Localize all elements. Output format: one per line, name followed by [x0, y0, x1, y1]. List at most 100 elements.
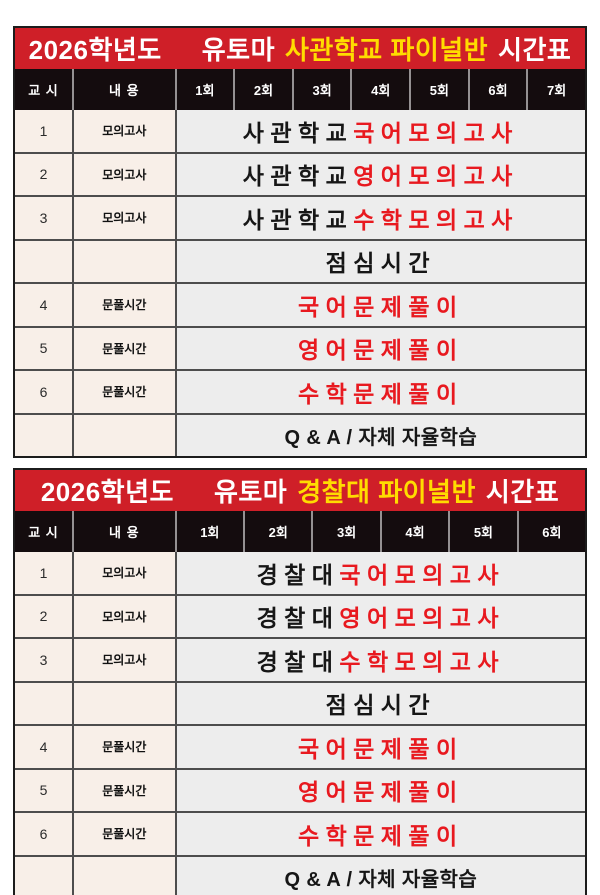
- title-brand: 유토마: [201, 35, 275, 65]
- content-cell: 영어문제풀이: [174, 769, 585, 811]
- timetable-gyeongchal: 2026학년도 유토마 경찰대 파이널반 시간표 교 시 내 용 1회 2회 3…: [13, 468, 587, 895]
- column-header-row: 교 시 내 용 1회 2회 3회 4회 5회 6회: [15, 511, 585, 552]
- period-cell: 3: [15, 639, 72, 681]
- col-header-session-3: 3회: [291, 69, 351, 110]
- table-row-lunch: 점심시간: [15, 238, 585, 282]
- table-row: 3 모의고사 경찰대 수학모의고사: [15, 637, 585, 681]
- title-bar-gyeongchal: 2026학년도 유토마 경찰대 파이널반 시간표: [15, 470, 585, 511]
- table-row: 2 모의고사 사관학교 영어모의고사: [15, 151, 585, 195]
- column-header-row: 교 시 내 용 1회 2회 3회 4회 5회 6회 7회: [15, 69, 585, 110]
- col-header-content: 내 용: [72, 69, 175, 110]
- col-header-session-1: 1회: [174, 69, 234, 110]
- content-cell: 점심시간: [174, 682, 585, 724]
- period-cell: 6: [15, 813, 72, 855]
- period-cell: 1: [15, 110, 72, 152]
- content-cell: 점심시간: [174, 240, 585, 282]
- category-cell: 문풀시간: [72, 327, 175, 369]
- col-header-content: 내 용: [72, 511, 175, 552]
- category-cell: 문풀시간: [72, 726, 175, 768]
- content-text-black: 사관학교: [242, 163, 354, 190]
- category-cell: 문풀시간: [72, 813, 175, 855]
- period-cell: 2: [15, 153, 72, 195]
- content-text-red: 수학문제풀이: [297, 822, 464, 849]
- period-cell: 5: [15, 769, 72, 811]
- content-text-red: 영어문제풀이: [297, 337, 464, 364]
- content-text-red: 영어모의고사: [353, 163, 519, 190]
- period-cell: 6: [15, 371, 72, 413]
- title-year: 2026학년도: [28, 35, 162, 65]
- period-cell: 5: [15, 327, 72, 369]
- content-cell: Q & A / 자체 자율학습: [174, 856, 585, 895]
- period-cell: 4: [15, 284, 72, 326]
- table-row: 5 문풀시간 영어문제풀이: [15, 767, 585, 811]
- timetable-sagwan: 2026학년도 유토마 사관학교 파이널반 시간표 교 시 내 용 1회 2회 …: [13, 26, 587, 458]
- category-cell: 모의고사: [72, 110, 175, 152]
- content-text-red: 국어모의고사: [353, 119, 519, 146]
- col-header-session-6: 6회: [467, 69, 527, 110]
- table-row: 6 문풀시간 수학문제풀이: [15, 369, 585, 413]
- title-suffix: 시간표: [485, 477, 560, 507]
- title-suffix: 시간표: [498, 35, 572, 65]
- content-text-black: 점심시간: [325, 692, 436, 719]
- table-row: 6 문풀시간 수학문제풀이: [15, 811, 585, 855]
- content-text-red: 수학모의고사: [339, 648, 505, 675]
- category-cell: 모의고사: [72, 552, 175, 594]
- content-cell: 경찰대 영어모의고사: [174, 595, 585, 637]
- content-cell: 수학문제풀이: [174, 813, 585, 855]
- table-row: 1 모의고사 사관학교 국어모의고사: [15, 110, 585, 152]
- content-text-red: 국어문제풀이: [297, 293, 464, 320]
- col-header-period: 교 시: [28, 525, 59, 540]
- period-cell: 2: [15, 595, 72, 637]
- table-row: 1 모의고사 경찰대 국어모의고사: [15, 552, 585, 594]
- content-text-black: 사관학교: [242, 119, 354, 146]
- category-cell: 문풀시간: [72, 284, 175, 326]
- table-body: 1 모의고사 사관학교 국어모의고사 2 모의고사 사관학교 영어모의고사 3 모의…: [15, 110, 585, 456]
- content-cell: 사관학교 수학모의고사: [174, 197, 585, 239]
- period-cell: [15, 240, 72, 282]
- content-cell: 영어문제풀이: [174, 327, 585, 369]
- content-cell: 사관학교 영어모의고사: [174, 153, 585, 195]
- content-text-red: 영어모의고사: [339, 605, 505, 632]
- col-header-session-6: 6회: [516, 511, 585, 552]
- content-cell: 사관학교 국어모의고사: [174, 110, 585, 152]
- table-row-qa: Q & A / 자체 자율학습: [15, 854, 585, 895]
- table-row: 5 문풀시간 영어문제풀이: [15, 325, 585, 369]
- col-header-session-5: 5회: [409, 69, 468, 110]
- table-row-lunch: 점심시간: [15, 680, 585, 724]
- category-cell: 문풀시간: [72, 769, 175, 811]
- category-cell: [72, 414, 175, 456]
- col-header-session-5: 5회: [448, 511, 516, 552]
- content-text-red: 수학모의고사: [353, 206, 519, 233]
- content-text-black: 경찰대: [256, 561, 340, 588]
- table-body: 1 모의고사 경찰대 국어모의고사 2 모의고사 경찰대 영어모의고사 3 모의고사…: [15, 552, 585, 895]
- col-header-session-4: 4회: [379, 511, 448, 552]
- table-row-qa: Q & A / 자체 자율학습: [15, 412, 585, 456]
- title-bar-sagwan: 2026학년도 유토마 사관학교 파이널반 시간표: [15, 28, 585, 69]
- content-text-black: Q & A / 자체 자율학습: [284, 426, 478, 449]
- table-row: 4 문풀시간 국어문제풀이: [15, 282, 585, 326]
- title-brand: 유토마: [213, 477, 288, 507]
- content-text-black: 점심시간: [325, 250, 436, 277]
- category-cell: 문풀시간: [72, 371, 175, 413]
- category-cell: [72, 856, 175, 895]
- content-text-black: 경찰대: [256, 648, 340, 675]
- period-cell: 1: [15, 552, 72, 594]
- period-cell: 3: [15, 197, 72, 239]
- period-cell: 4: [15, 726, 72, 768]
- col-header-session-3: 3회: [311, 511, 379, 552]
- content-text-black: Q & A / 자체 자율학습: [284, 868, 478, 891]
- category-cell: [72, 240, 175, 282]
- table-row: 4 문풀시간 국어문제풀이: [15, 724, 585, 768]
- title-program: 사관학교 파이널반: [285, 35, 489, 65]
- title-year: 2026학년도: [40, 477, 174, 507]
- title-program: 경찰대 파이널반: [297, 477, 476, 507]
- content-text-red: 영어문제풀이: [297, 779, 464, 806]
- category-cell: 모의고사: [72, 153, 175, 195]
- category-cell: 모의고사: [72, 595, 175, 637]
- content-cell: 국어문제풀이: [174, 284, 585, 326]
- content-cell: 수학문제풀이: [174, 371, 585, 413]
- col-header-session-7: 7회: [526, 69, 585, 110]
- col-header-period: 교 시: [28, 83, 59, 98]
- col-header-session-1: 1회: [174, 511, 243, 552]
